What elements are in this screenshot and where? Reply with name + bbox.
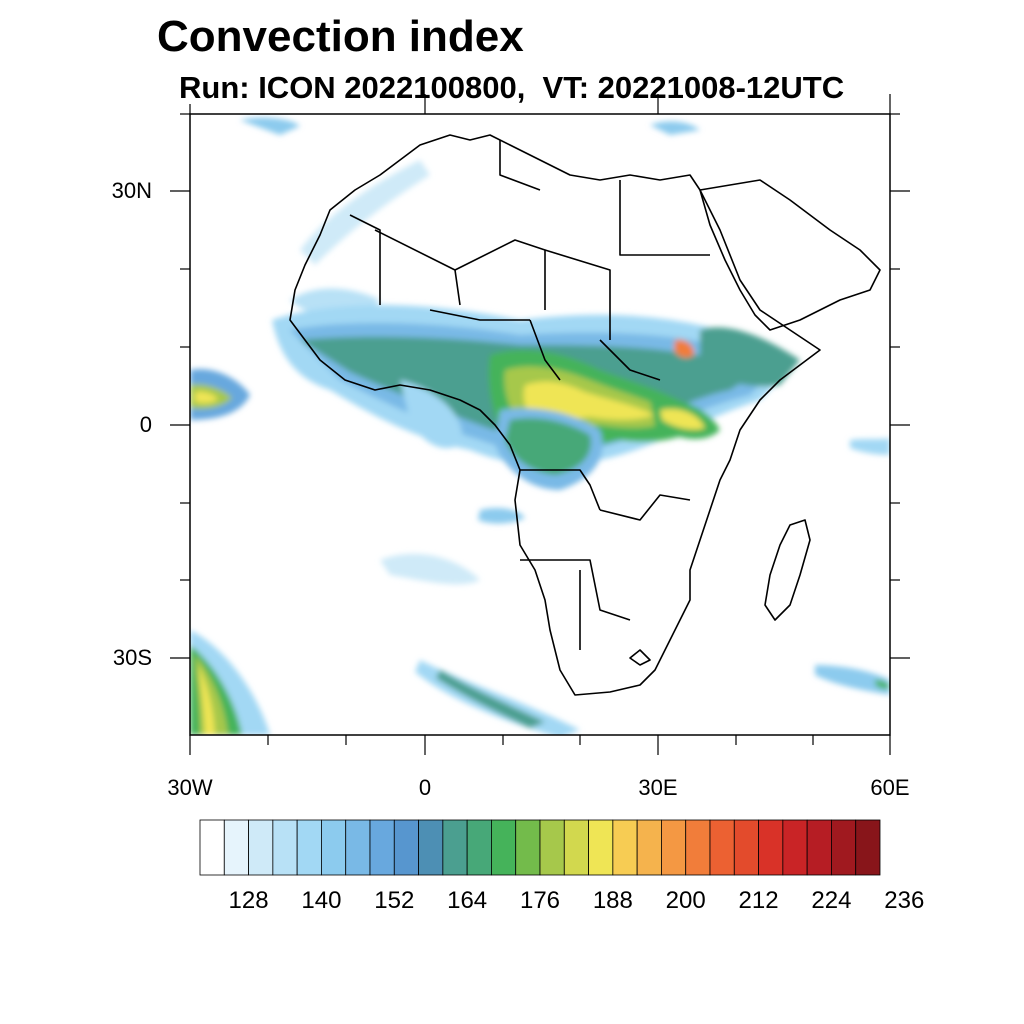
- convection-field: [190, 117, 890, 735]
- lat-label-0: 0: [139, 412, 152, 437]
- colorbar-box: [709, 819, 735, 876]
- colorbar-box: [588, 819, 614, 876]
- colorbar-box: [612, 819, 638, 876]
- lat-label-30s: 30S: [112, 645, 152, 670]
- lon-label-0: 0: [418, 775, 432, 800]
- colorbar-box: [296, 819, 322, 876]
- chart-subtitle: Run: ICON 2022100800, VT: 20221008-12UTC: [179, 70, 845, 105]
- colorbar-box: [345, 819, 371, 876]
- colorbar-tick-label: 236: [884, 887, 925, 914]
- colorbar-tick-label: 188: [592, 887, 633, 914]
- colorbar-box: [733, 819, 759, 876]
- colorbar-tick-label: 128: [228, 887, 269, 914]
- colorbar-tick-label: 140: [301, 887, 342, 914]
- lon-label-60e: 60E: [870, 775, 910, 800]
- colorbar-tick-label: 224: [811, 887, 852, 914]
- colorbar-box: [491, 819, 517, 876]
- colorbar-box: [855, 819, 881, 876]
- colorbar-box: [539, 819, 565, 876]
- colorbar-box: [661, 819, 687, 876]
- colorbar-box: [418, 819, 444, 876]
- colorbar-box: [223, 819, 249, 876]
- map-ticks: [170, 94, 910, 755]
- chart-title: Convection index: [157, 12, 524, 61]
- colorbar-box: [466, 819, 492, 876]
- colorbar-tick-label: 152: [374, 887, 415, 914]
- colorbar-box: [782, 819, 808, 876]
- colorbar: [199, 819, 881, 876]
- colorbar-box: [199, 819, 225, 876]
- colorbar-tick-label: 200: [665, 887, 706, 914]
- colorbar-box: [515, 819, 541, 876]
- colorbar-box: [636, 819, 662, 876]
- colorbar-tick-label: 164: [447, 887, 488, 914]
- colorbar-box: [248, 819, 274, 876]
- colorbar-box: [831, 819, 857, 876]
- colorbar-box: [685, 819, 711, 876]
- colorbar-box: [563, 819, 589, 876]
- colorbar-box: [272, 819, 298, 876]
- colorbar-box: [393, 819, 419, 876]
- colorbar-box: [758, 819, 784, 876]
- colorbar-tick-label: 176: [519, 887, 561, 914]
- colorbar-box: [806, 819, 832, 876]
- lat-label-30n: 30N: [111, 178, 152, 203]
- africa-coastline: [289, 134, 881, 696]
- lon-label-30e: 30E: [638, 775, 678, 800]
- lon-label-30w: 30W: [167, 775, 213, 800]
- colorbar-box: [321, 819, 347, 876]
- colorbar-box: [369, 819, 395, 876]
- colorbar-tick-label: 212: [738, 887, 779, 914]
- colorbar-box: [442, 819, 468, 876]
